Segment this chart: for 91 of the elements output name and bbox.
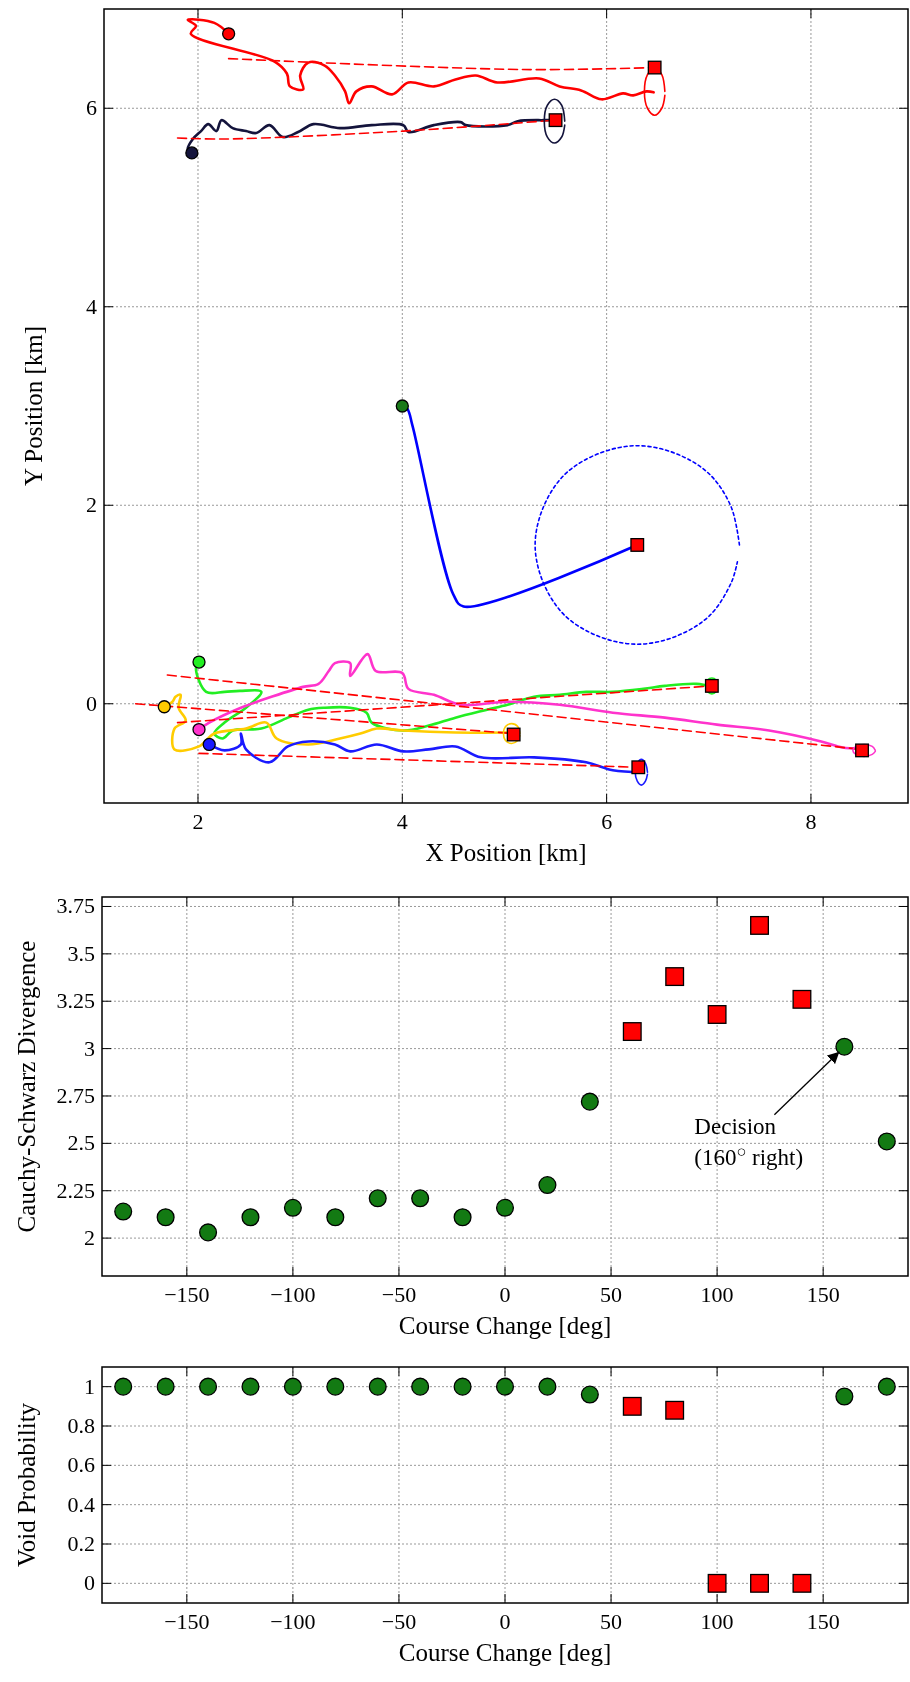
point (750, 915, 769, 935)
y-tick-label: 2.5 (67, 1130, 95, 1156)
point (326, 1377, 345, 1396)
point (156, 1377, 175, 1396)
point (241, 1208, 260, 1227)
y-tick-label: 0.8 (67, 1413, 95, 1438)
point (241, 1377, 260, 1396)
point (192, 655, 206, 669)
x-tick-label: 4 (396, 809, 408, 834)
x-tick-label: −50 (381, 1282, 417, 1307)
x-tick-label: 0 (499, 1282, 511, 1307)
y-tick-label: 2.25 (56, 1177, 95, 1203)
point (495, 1377, 515, 1396)
point (707, 1573, 727, 1593)
x-tick-label: 0 (499, 1609, 511, 1634)
point (622, 1396, 642, 1416)
y-axis-title: Cauchy-Schwarz Divergence (13, 940, 40, 1233)
point (631, 760, 646, 775)
x-axis-title: Course Change [deg] (398, 1639, 612, 1666)
x-tick-label: 6 (601, 809, 613, 834)
point (877, 1132, 896, 1151)
y-tick-label: 0.2 (67, 1531, 95, 1556)
point (199, 1377, 218, 1396)
point (665, 1400, 685, 1420)
point (326, 1208, 345, 1227)
x-tick-label: 100 (700, 1609, 734, 1634)
point (835, 1037, 854, 1056)
y-tick-label: 1 (84, 1373, 95, 1399)
point (580, 1092, 599, 1111)
point (368, 1189, 387, 1208)
y-tick-label: 0.6 (67, 1452, 95, 1478)
point (622, 1022, 642, 1042)
x-tick-label: 150 (806, 1609, 840, 1634)
point (185, 146, 199, 160)
x-tick-label: −150 (164, 1282, 210, 1307)
point (192, 722, 206, 737)
point (453, 1377, 472, 1396)
y-axis-title: Void Probability (13, 1402, 40, 1568)
point (835, 1387, 854, 1406)
point (411, 1377, 430, 1396)
point (368, 1377, 387, 1396)
point (283, 1377, 302, 1396)
annotation: Decision (160$^{○}$ right) (694, 1113, 804, 1170)
x-tick-label: 2 (192, 809, 204, 834)
point (199, 1223, 218, 1242)
x-tick-label: 50 (600, 1282, 623, 1307)
point (707, 1005, 727, 1024)
x-tick-label: −100 (270, 1282, 316, 1307)
x-tick-label: 50 (600, 1609, 623, 1634)
y-tick-label: 0 (84, 1570, 95, 1596)
x-tick-label: 100 (700, 1282, 734, 1307)
point (157, 700, 171, 714)
point (538, 1377, 557, 1396)
x-axis-title: Course Change [deg] (398, 1312, 612, 1339)
x-axis-title: X Position [km] (425, 839, 587, 866)
y-tick-label: 2.75 (56, 1082, 95, 1108)
y-tick-label: 6 (86, 95, 97, 121)
y-tick-label: 3 (84, 1035, 95, 1061)
point (877, 1377, 896, 1396)
x-tick-label: −50 (381, 1609, 417, 1634)
y-tick-label: 3.5 (67, 940, 95, 966)
y-tick-label: 2 (86, 492, 97, 518)
y-tick-label: 0 (86, 690, 97, 716)
y-axis-title: Y Position [km] (20, 325, 47, 487)
y-tick-label: 3.25 (56, 988, 95, 1014)
point (792, 1573, 812, 1593)
point (792, 989, 812, 1009)
point (750, 1573, 769, 1593)
x-tick-label: −150 (164, 1609, 210, 1634)
y-tick-label: 3.75 (56, 893, 95, 919)
point (283, 1198, 302, 1217)
x-tick-label: −100 (270, 1609, 316, 1634)
y-tick-label: 4 (86, 293, 97, 319)
point (580, 1385, 599, 1404)
point (453, 1208, 472, 1227)
point (395, 399, 409, 413)
point (495, 1198, 515, 1217)
point (665, 967, 685, 987)
y-tick-label: 0.4 (67, 1491, 95, 1517)
point (647, 60, 662, 75)
point (630, 538, 645, 552)
point (114, 1202, 133, 1221)
point (855, 743, 869, 758)
x-tick-label: 8 (805, 809, 817, 834)
y-tick-label: 2 (84, 1225, 95, 1251)
point (538, 1175, 557, 1195)
point (114, 1377, 133, 1396)
point (411, 1189, 430, 1208)
x-tick-label: 150 (806, 1282, 840, 1307)
point (156, 1208, 175, 1227)
point (202, 737, 216, 752)
